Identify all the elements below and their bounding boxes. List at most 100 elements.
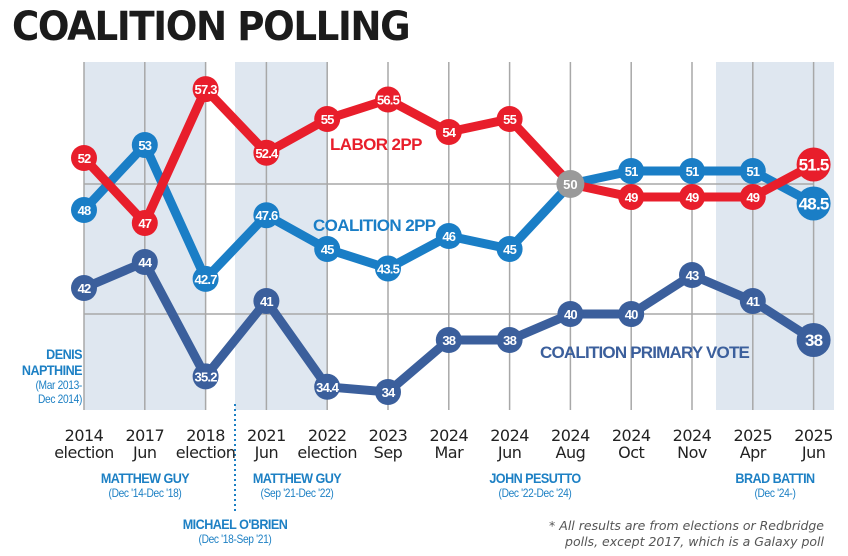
data-point: 43.5 [375, 255, 401, 282]
footnote-line: * All results are from elections or Redb… [549, 518, 824, 533]
data-point-marker [739, 184, 766, 210]
data-label: 43 [686, 268, 699, 283]
data-label: 40 [625, 307, 638, 322]
x-tick-sub: Nov [677, 443, 707, 462]
data-point-marker [796, 186, 831, 221]
data-label: 44 [138, 255, 152, 270]
data-point: 42 [71, 275, 97, 301]
data-point-marker [192, 363, 219, 390]
x-tick-label: 2023 Sep [353, 427, 423, 461]
data-label: 41 [746, 294, 759, 309]
leader-term: (Dec '24-) [754, 486, 796, 500]
x-tick-sub: Apr [739, 443, 767, 462]
data-label: 57.3 [195, 82, 218, 97]
data-point: 52 [71, 145, 97, 171]
leader-napthine: DENIS NAPTHINE (Mar 2013- Dec 2014) [2, 346, 83, 406]
legend-label-labor-2pp: LABOR 2PP [330, 135, 422, 154]
data-point-marker [496, 106, 523, 132]
data-point: 40 [557, 301, 584, 327]
leader-term: (Dec '14-Dec '18) [108, 486, 182, 500]
data-point-marker [435, 119, 462, 145]
data-point: 45 [496, 236, 523, 262]
x-tick-label: 2024 Nov [657, 427, 727, 461]
legend-label-coalition-2pp: COALITION 2PP [313, 216, 436, 235]
leader-battin: BRAD BATTIN (Dec '24-) [720, 470, 830, 500]
x-tick-year: 2024 [611, 426, 651, 445]
leader-obrien: MICHAEL O'BRIEN (Dec '18-Sep '21) [160, 516, 310, 546]
data-point: 46 [435, 223, 462, 249]
data-point: 53 [131, 132, 158, 158]
data-point-marker [71, 275, 97, 301]
data-point: 48 [71, 197, 97, 223]
data-point: 42.7 [192, 265, 219, 292]
footnote-line: polls, except 2017, which is a Galaxy po… [565, 534, 824, 549]
data-point: 41 [739, 288, 766, 314]
data-point-marker [796, 323, 831, 357]
data-point: 51 [739, 158, 766, 184]
data-label: 42 [78, 281, 91, 296]
x-tick-label: 2021 Jun [231, 427, 301, 461]
x-tick-year: 2014 [64, 426, 104, 445]
data-point-marker [192, 76, 219, 103]
data-point: 49 [679, 184, 705, 210]
data-label: 54 [442, 125, 456, 140]
data-label: 38 [805, 331, 823, 350]
data-point: 51 [679, 158, 705, 184]
leader-name: MATTHEW GUY [252, 470, 342, 486]
data-point: 51.5 [796, 147, 831, 182]
data-point-marker [71, 197, 97, 223]
data-label: 47.6 [255, 208, 278, 223]
data-point-marker [618, 158, 645, 184]
leader-term: (Mar 2013- [35, 378, 83, 392]
leader-term: (Sep '21-Dec '22) [260, 486, 334, 500]
tie-point-label: 50 [563, 177, 577, 192]
footnote: * All results are from elections or Redb… [549, 518, 824, 550]
leader-name: MATTHEW GUY [100, 470, 190, 486]
x-tick-year: 2022 [307, 426, 347, 445]
data-point-marker [739, 288, 766, 314]
x-tick-sub: Oct [618, 443, 645, 462]
data-point-marker [314, 236, 341, 262]
data-point-marker [192, 265, 219, 292]
x-tick-sub: Jun [801, 443, 826, 462]
data-label: 51 [686, 164, 699, 179]
x-tick-sub: election [54, 443, 114, 462]
leader-guy-2: MATTHEW GUY (Sep '21-Dec '22) [237, 470, 357, 500]
data-point: 40 [618, 301, 645, 327]
leader-term: (Dec '18-Sep '21) [198, 532, 272, 546]
data-point: 51 [618, 158, 645, 184]
x-tick-sub: Mar [434, 443, 464, 462]
tie-point: 50 [556, 170, 585, 198]
data-point-marker [435, 223, 462, 249]
data-point-marker [496, 236, 523, 262]
data-point: 38 [496, 327, 523, 353]
data-point: 47.6 [253, 202, 280, 229]
data-label: 55 [503, 112, 516, 127]
leader-pesutto: JOHN PESUTTO (Dec '22-Dec '24) [470, 470, 600, 500]
data-label: 43.5 [377, 262, 400, 277]
leader-name: JOHN PESUTTO [489, 470, 581, 486]
data-point-marker [557, 301, 584, 327]
data-point-marker [679, 158, 705, 184]
leader-term: Dec 2014) [37, 392, 82, 406]
x-tick-sub: election [175, 443, 236, 462]
data-point-marker [253, 288, 280, 314]
data-point-marker [253, 139, 280, 166]
data-point-marker [314, 373, 341, 400]
x-tick-sub: Jun [254, 443, 279, 462]
x-tick-year: 2024 [672, 426, 712, 445]
x-tick-label: 2024 Oct [596, 427, 666, 461]
data-point: 55 [314, 106, 341, 132]
data-point: 44 [131, 249, 158, 275]
x-tick-sub: Jun [497, 443, 522, 462]
data-label: 48 [78, 203, 91, 218]
data-point-marker [131, 132, 158, 158]
data-point: 56.5 [375, 86, 401, 113]
x-tick-label: 2024 Aug [535, 427, 605, 461]
tie-point-marker [556, 170, 585, 198]
data-point-marker [131, 249, 158, 275]
data-point-marker [435, 327, 462, 353]
data-label: 52 [78, 151, 91, 166]
data-point-marker [71, 145, 97, 171]
